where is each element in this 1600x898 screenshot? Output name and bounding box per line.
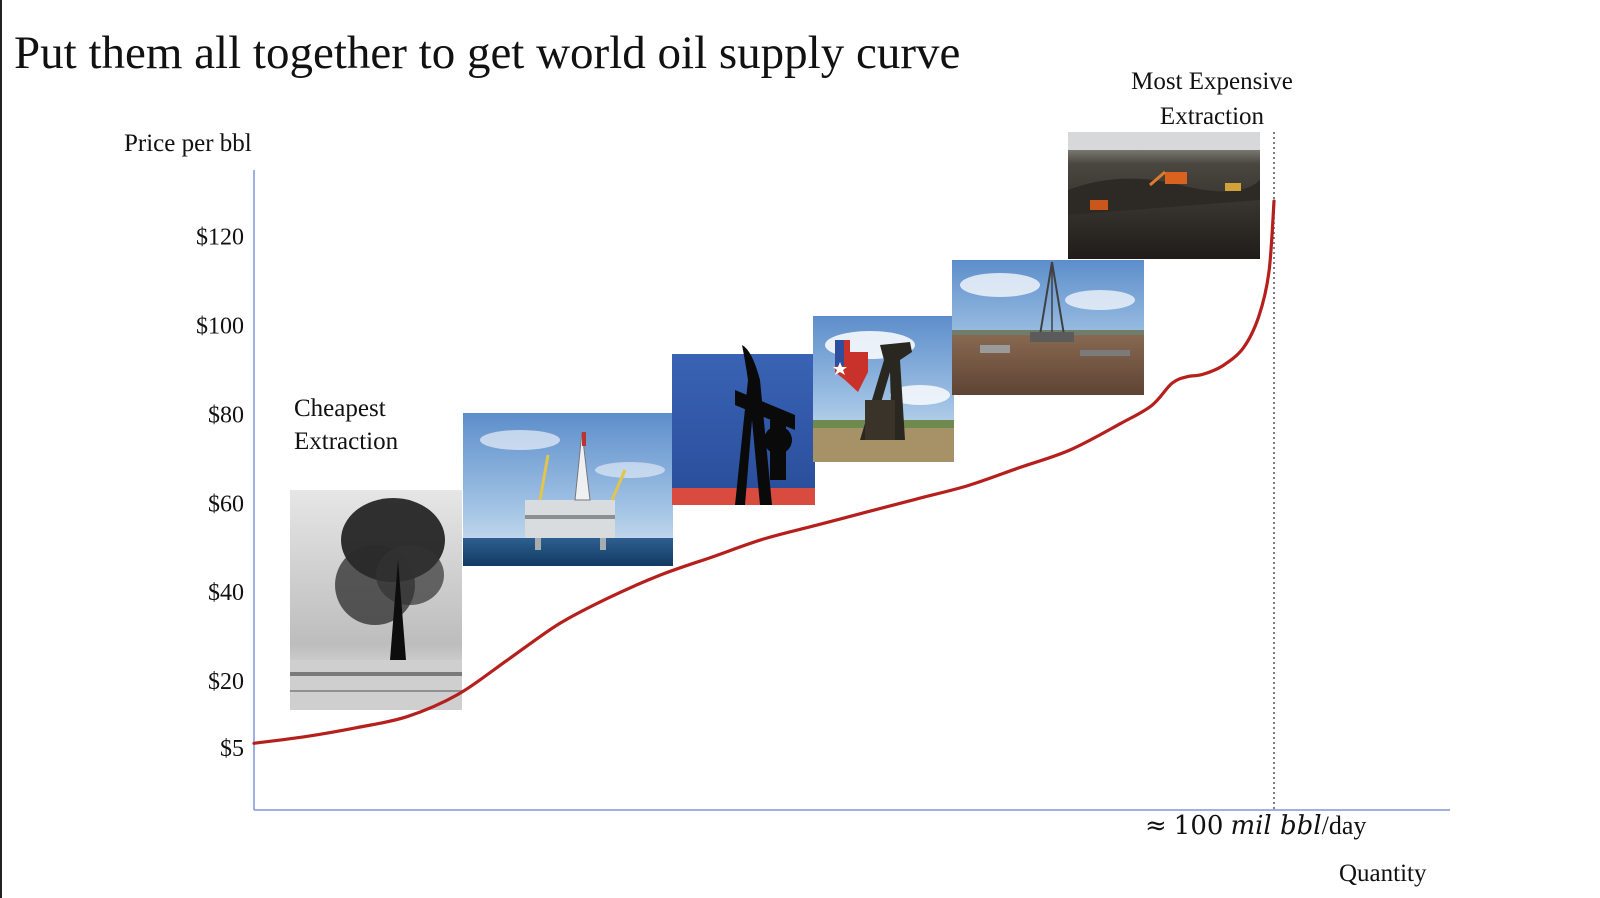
y-tick-label: $20 bbox=[208, 669, 244, 695]
quantity-unit-italic: mil bbl bbox=[1230, 811, 1322, 841]
y-axis-label: Price per bbl bbox=[124, 130, 252, 157]
x-axis-quantity-marker-label: ≈ 100 mil bbl/day bbox=[1145, 810, 1366, 842]
slide-title: Put them all together to get world oil s… bbox=[14, 27, 961, 79]
offshore-oil-platform-photo bbox=[463, 413, 673, 566]
y-tick-label: $60 bbox=[208, 491, 244, 517]
x-axis-label: Quantity bbox=[1339, 860, 1427, 887]
most-expensive-label-line2: Extraction bbox=[1159, 103, 1265, 130]
quantity-per-day: /day bbox=[1321, 811, 1367, 840]
y-tick-label: $40 bbox=[208, 580, 244, 606]
y-tick-labels: $5 $20 $40 $60 $80 $100 $120 bbox=[196, 225, 244, 762]
cheapest-label-line2: Extraction bbox=[294, 428, 399, 455]
most-expensive-label: Most Expensive Extraction bbox=[1112, 64, 1312, 134]
y-tick-label: $120 bbox=[196, 225, 244, 251]
cheapest-label: Cheapest Extraction bbox=[294, 392, 398, 458]
quantity-number: 100 bbox=[1173, 811, 1224, 841]
russian-flag-pumpjack-photo bbox=[672, 340, 815, 505]
y-tick-label: $100 bbox=[196, 314, 244, 340]
black-and-white-oil-gusher-photo bbox=[290, 490, 462, 710]
shale-drilling-rig-photo bbox=[952, 260, 1144, 395]
texas-flag-pumpjack-photo bbox=[813, 316, 954, 462]
oil-sands-mining-photo bbox=[1068, 132, 1260, 259]
supply-curve-line bbox=[252, 199, 1276, 745]
cheapest-label-line1: Cheapest bbox=[294, 395, 386, 422]
slide-left-border bbox=[0, 0, 2, 898]
y-tick-label: $5 bbox=[220, 736, 244, 762]
approx-symbol: ≈ bbox=[1145, 811, 1167, 841]
y-tick-label: $80 bbox=[208, 402, 244, 428]
most-expensive-label-line1: Most Expensive bbox=[1131, 68, 1293, 95]
